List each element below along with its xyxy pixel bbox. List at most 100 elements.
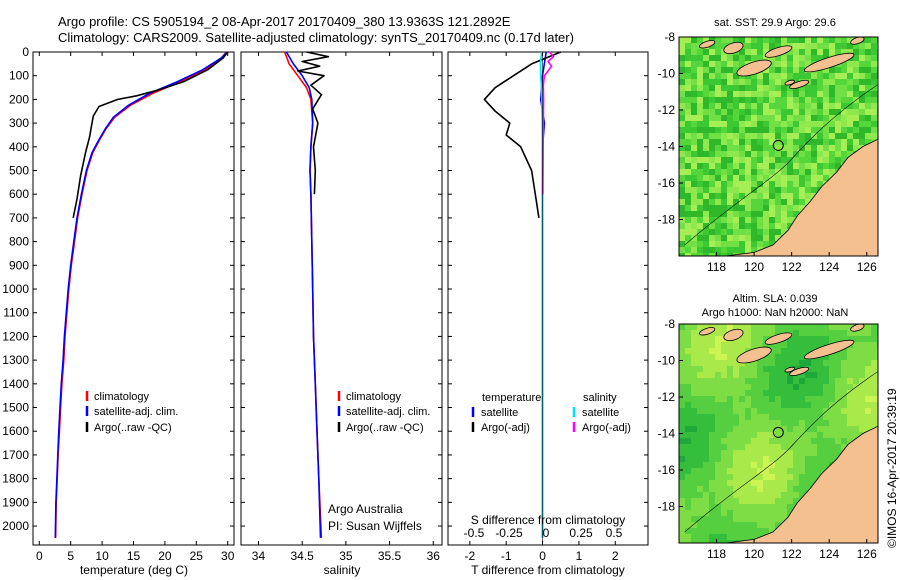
p-sla-cell (679, 342, 686, 349)
p-sla-cell (799, 444, 806, 451)
p-sst-cell (757, 205, 764, 212)
p-sst-cell (715, 145, 722, 152)
p-sst-cell (733, 211, 740, 218)
p-sla-cell (679, 420, 686, 427)
p-sst-cell (787, 133, 794, 140)
p-sst-cell (745, 181, 752, 188)
sla_map-xtick-label: 126 (857, 547, 877, 561)
p-sst-cell (769, 181, 776, 188)
p-sla-cell (709, 354, 716, 361)
p-sst-cell (793, 55, 800, 62)
p-sst-cell (745, 133, 752, 140)
p-sla-cell (727, 456, 734, 463)
p-sst-cell (805, 109, 812, 116)
p-sla-cell (715, 414, 722, 421)
p-sla-cell (793, 450, 800, 457)
p-sla-cell (769, 348, 776, 355)
p-sla-cell (769, 396, 776, 403)
p-sla-cell (733, 510, 740, 517)
salinity-series-1 (285, 51, 322, 538)
p-sst-cell (823, 79, 830, 86)
p-sst-cell (823, 73, 830, 80)
p-sla-cell (697, 432, 704, 439)
p-sst-cell (865, 73, 872, 80)
p-sla-cell (799, 432, 806, 439)
island (736, 346, 772, 364)
p-sla-cell (787, 456, 794, 463)
p-sla-cell (703, 354, 710, 361)
p-sla-cell (727, 342, 734, 349)
p-sst-cell (739, 151, 746, 158)
p-sla-cell (691, 522, 698, 529)
p-sst-cell (691, 169, 698, 176)
p-sst-cell (727, 139, 734, 146)
p-sla-cell (775, 396, 782, 403)
p-sla-cell (781, 366, 788, 373)
p-sla-cell (769, 414, 776, 421)
p-sla-cell (871, 324, 878, 331)
p-sst-cell (817, 163, 824, 170)
p-sst-cell (775, 187, 782, 194)
difference-legend-header-salinity: salinity (583, 392, 617, 404)
p-sst-cell (811, 187, 818, 194)
p-sla-cell (685, 396, 692, 403)
p-sla-cell (709, 372, 716, 379)
p-sst-cell (793, 37, 800, 44)
p-sla-cell (805, 402, 812, 409)
p-sst-cell (775, 151, 782, 158)
difference-top-tick-label: 0 (543, 526, 550, 540)
p-sla-cell (823, 444, 830, 451)
p-sst-cell (817, 115, 824, 122)
p-sst-cell (775, 223, 782, 230)
p-sst-cell (703, 49, 710, 56)
p-sla-cell (691, 450, 698, 457)
p-sst-cell (685, 91, 692, 98)
p-sla-cell (793, 348, 800, 355)
p-sla-cell (799, 408, 806, 415)
p-sst-cell (775, 229, 782, 236)
p-sst-cell (691, 103, 698, 110)
p-sla-cell (763, 474, 770, 481)
p-sla-cell (709, 426, 716, 433)
p-sla-cell (763, 354, 770, 361)
salinity-xtick-label: 35.5 (378, 549, 402, 563)
p-sst-cell (739, 163, 746, 170)
p-sst-cell (757, 55, 764, 62)
p-sla-cell (763, 372, 770, 379)
p-sla-cell (757, 486, 764, 493)
p-sst-cell (823, 169, 830, 176)
p-sla-cell (703, 492, 710, 499)
p-sst-cell (715, 37, 722, 44)
p-sla-cell (751, 426, 758, 433)
p-sla-cell (691, 516, 698, 523)
p-sla-cell (757, 330, 764, 337)
p-sst-cell (775, 133, 782, 140)
p-sst-cell (703, 211, 710, 218)
p-sst-cell (697, 211, 704, 218)
p-sla-cell (799, 348, 806, 355)
p-sst-cell (745, 199, 752, 206)
p-sst-cell (691, 67, 698, 74)
p-sst-cell (691, 79, 698, 86)
p-sst-cell (727, 163, 734, 170)
p-sst-cell (769, 145, 776, 152)
p-sst-cell (733, 157, 740, 164)
p-sla-cell (715, 396, 722, 403)
p-sla-cell (775, 366, 782, 373)
p-sla-cell (679, 336, 686, 343)
p-sla-cell (775, 474, 782, 481)
p-sst-cell (685, 115, 692, 122)
difference-legend-entry: satellite (481, 407, 518, 419)
p-sst-cell (787, 211, 794, 218)
p-sla-cell (763, 438, 770, 445)
p-sla-cell (739, 438, 746, 445)
p-sst-cell (769, 223, 776, 230)
p-sst-cell (697, 103, 704, 110)
p-sla-cell (817, 342, 824, 349)
p-sla-cell (685, 324, 692, 331)
p-sla-cell (763, 528, 770, 535)
p-sst-cell (715, 43, 722, 50)
p-sst-cell (679, 109, 686, 116)
p-sst-cell (817, 73, 824, 80)
p-sst-cell (829, 169, 836, 176)
